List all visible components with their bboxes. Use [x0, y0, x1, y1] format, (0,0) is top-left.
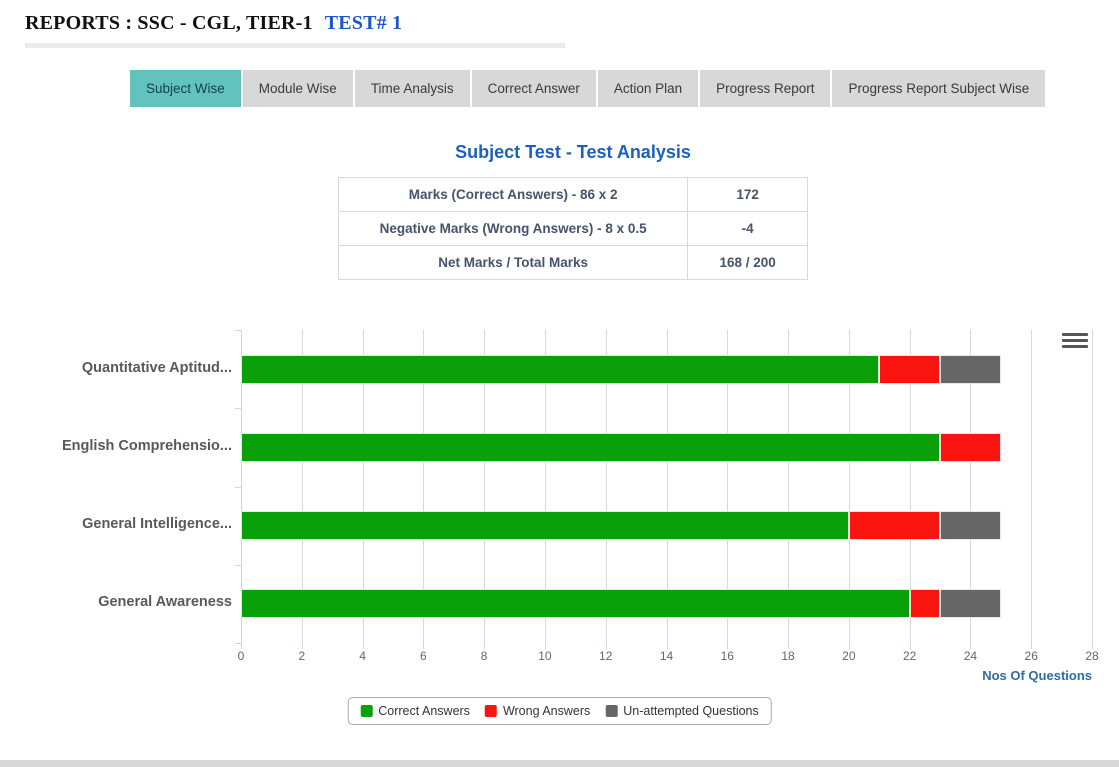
gridline	[1031, 330, 1032, 643]
y-axis-tick	[235, 565, 241, 566]
legend-label: Correct Answers	[378, 704, 470, 718]
header-divider	[25, 43, 565, 48]
segment-wrong-answers[interactable]	[879, 355, 940, 384]
bar-general-awareness[interactable]	[241, 589, 1001, 618]
tab-subject-wise[interactable]: Subject Wise	[130, 70, 241, 107]
x-axis-tick-label: 2	[298, 649, 305, 663]
segment-wrong-answers[interactable]	[910, 589, 940, 618]
segment-un-attempted-questions[interactable]	[940, 589, 1001, 618]
x-axis-title: Nos Of Questions	[982, 668, 1092, 683]
category-label-general-intelligence: General Intelligence...	[2, 516, 232, 532]
marks-row-value: 172	[688, 178, 808, 212]
legend-swatch-wrong-answers	[485, 705, 497, 717]
x-axis-tick-label: 20	[842, 649, 855, 663]
bottom-scrollbar-track	[0, 760, 1119, 767]
bar-quantitative-aptitud[interactable]	[241, 355, 1001, 384]
segment-correct-answers[interactable]	[241, 433, 940, 462]
x-axis-tick-label: 22	[903, 649, 916, 663]
tab-bar: Subject WiseModule WiseTime AnalysisCorr…	[130, 70, 1045, 107]
legend-swatch-un-attempted-questions	[605, 705, 617, 717]
tab-action-plan[interactable]: Action Plan	[598, 70, 698, 107]
category-label-quantitative-aptitud: Quantitative Aptitud...	[2, 360, 232, 376]
y-axis-tick	[235, 487, 241, 488]
y-axis-tick	[235, 408, 241, 409]
segment-correct-answers[interactable]	[241, 589, 910, 618]
page-title: REPORTS : SSC - CGL, TIER-1	[25, 12, 313, 34]
marks-row-value: -4	[688, 212, 808, 246]
legend-item-un-attempted-questions[interactable]: Un-attempted Questions	[605, 704, 759, 718]
segment-correct-answers[interactable]	[241, 511, 849, 540]
legend-label: Wrong Answers	[503, 704, 590, 718]
marks-row-value: 168 / 200	[688, 246, 808, 280]
x-axis-tick-label: 24	[964, 649, 977, 663]
marks-row-label: Marks (Correct Answers) - 86 x 2	[339, 178, 688, 212]
marks-row-label: Negative Marks (Wrong Answers) - 8 x 0.5	[339, 212, 688, 246]
segment-un-attempted-questions[interactable]	[940, 511, 1001, 540]
marks-table-row: Net Marks / Total Marks168 / 200	[339, 246, 808, 280]
analysis-title: Subject Test - Test Analysis	[338, 142, 808, 163]
x-axis-tick-label: 26	[1025, 649, 1038, 663]
segment-wrong-answers[interactable]	[940, 433, 1001, 462]
x-axis-tick-label: 28	[1085, 649, 1098, 663]
tab-progress-report-subject-wise[interactable]: Progress Report Subject Wise	[832, 70, 1045, 107]
x-axis-tick-label: 6	[420, 649, 427, 663]
x-axis-tick-label: 18	[781, 649, 794, 663]
legend-item-wrong-answers[interactable]: Wrong Answers	[485, 704, 590, 718]
legend-swatch-correct-answers	[360, 705, 372, 717]
bar-english-comprehensio[interactable]	[241, 433, 1001, 462]
report-page: REPORTS : SSC - CGL, TIER-1 TEST# 1 Subje…	[0, 0, 1119, 767]
tab-time-analysis[interactable]: Time Analysis	[355, 70, 470, 107]
marks-summary-table: Marks (Correct Answers) - 86 x 2172Negat…	[338, 177, 808, 280]
marks-table-row: Negative Marks (Wrong Answers) - 8 x 0.5…	[339, 212, 808, 246]
stacked-bar-chart-plot	[241, 330, 1092, 643]
x-axis-tick-label: 16	[721, 649, 734, 663]
y-axis-tick	[235, 330, 241, 331]
x-axis-tick-label: 8	[481, 649, 488, 663]
bar-general-intelligence[interactable]	[241, 511, 1001, 540]
segment-correct-answers[interactable]	[241, 355, 879, 384]
segment-wrong-answers[interactable]	[849, 511, 940, 540]
marks-row-label: Net Marks / Total Marks	[339, 246, 688, 280]
x-axis-tick-label: 4	[359, 649, 366, 663]
chart-legend: Correct Answers Wrong Answers Un-attempted…	[347, 697, 772, 725]
tab-progress-report[interactable]: Progress Report	[700, 70, 830, 107]
x-axis-tick-label: 14	[660, 649, 673, 663]
tab-module-wise[interactable]: Module Wise	[243, 70, 353, 107]
x-axis-tick-label: 12	[599, 649, 612, 663]
y-axis-tick	[235, 643, 241, 644]
segment-un-attempted-questions[interactable]	[940, 355, 1001, 384]
x-axis-tick-label: 10	[538, 649, 551, 663]
category-label-english-comprehensio: English Comprehensio...	[2, 438, 232, 454]
legend-label: Un-attempted Questions	[623, 704, 759, 718]
gridline	[1092, 330, 1093, 643]
x-axis-tick-label: 0	[238, 649, 245, 663]
marks-table-row: Marks (Correct Answers) - 86 x 2172	[339, 178, 808, 212]
legend-item-correct-answers[interactable]: Correct Answers	[360, 704, 470, 718]
test-number-link[interactable]: TEST# 1	[325, 12, 403, 34]
report-header: REPORTS : SSC - CGL, TIER-1 TEST# 1	[25, 12, 402, 35]
tab-correct-answer[interactable]: Correct Answer	[472, 70, 596, 107]
hamburger-icon[interactable]	[1062, 333, 1088, 351]
category-label-general-awareness: General Awareness	[2, 594, 232, 610]
